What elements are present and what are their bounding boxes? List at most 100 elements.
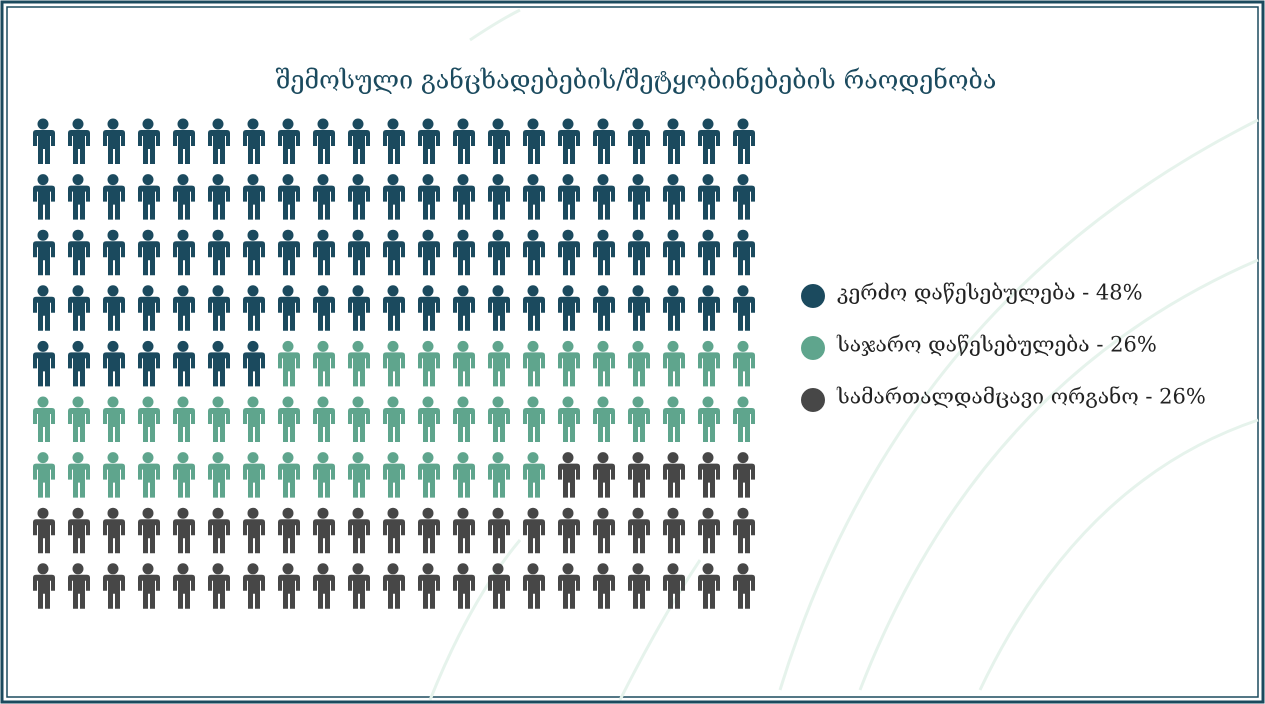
icon-head [142, 563, 154, 575]
icon-head [737, 118, 749, 130]
icon-body [488, 519, 510, 554]
person-icon [663, 396, 685, 442]
icon-head [107, 452, 119, 464]
icon-body [418, 241, 440, 276]
icon-head [527, 452, 539, 464]
icon-body [103, 296, 125, 331]
person-icon [173, 452, 195, 498]
icon-head [37, 285, 49, 297]
person-icon [33, 563, 55, 609]
icon-body [138, 185, 160, 220]
person-icon [243, 229, 265, 276]
icon-body [243, 463, 265, 498]
icon-head [702, 507, 714, 519]
person-icon [488, 118, 510, 164]
person-icon [313, 174, 335, 220]
person-icon [103, 340, 125, 387]
icon-body [523, 519, 545, 554]
icon-head [422, 174, 434, 186]
icon-head [212, 229, 224, 241]
person-icon [523, 452, 545, 498]
icon-head [247, 452, 259, 464]
icon-body [523, 296, 545, 331]
icon-body [348, 519, 370, 554]
person-icon [243, 563, 265, 609]
icon-head [562, 118, 574, 130]
icon-head [352, 285, 364, 297]
icon-body [558, 130, 580, 164]
icon-head [702, 229, 714, 241]
person-icon [33, 285, 55, 331]
icon-head [317, 285, 329, 297]
icon-body [628, 241, 650, 276]
person-icon [593, 174, 615, 220]
icon-body [208, 463, 230, 498]
person-icon [453, 229, 475, 276]
icon-head [702, 285, 714, 297]
icon-head [72, 452, 84, 464]
person-icon [103, 452, 125, 498]
person-icon [593, 229, 615, 276]
person-icon [453, 174, 475, 220]
person-icon [523, 174, 545, 220]
person-icon [453, 452, 475, 498]
icon-head [422, 229, 434, 241]
person-icon [418, 563, 440, 609]
icon-head [212, 174, 224, 186]
icon-body [488, 185, 510, 220]
pictogram-grid [33, 118, 755, 609]
icon-head [177, 229, 189, 241]
icon-body [243, 296, 265, 331]
icon-body [348, 352, 370, 387]
icon-head [737, 229, 749, 241]
icon-head [492, 118, 504, 130]
icon-head [632, 174, 644, 186]
person-icon [348, 118, 370, 164]
icon-head [387, 507, 399, 519]
icon-body [243, 574, 265, 609]
icon-body [663, 130, 685, 164]
person-icon [698, 174, 720, 220]
icon-body [418, 352, 440, 387]
icon-head [492, 507, 504, 519]
person-icon [558, 285, 580, 331]
person-icon [313, 229, 335, 276]
icon-body [383, 241, 405, 276]
person-icon [733, 285, 755, 331]
person-icon [138, 174, 160, 220]
icon-body [348, 296, 370, 331]
icon-head [107, 285, 119, 297]
person-icon [313, 285, 335, 331]
icon-body [103, 130, 125, 164]
person-icon [208, 174, 230, 220]
icon-body [278, 130, 300, 164]
legend: კერძო დაწესებულება - 48% საჯარო დაწესებულ… [801, 281, 1206, 412]
person-icon [383, 563, 405, 609]
icon-body [383, 408, 405, 442]
icon-head [247, 285, 259, 297]
person-icon [523, 285, 545, 331]
icon-head [737, 396, 749, 408]
person-icon [628, 174, 650, 220]
icon-body [348, 574, 370, 609]
person-icon [383, 452, 405, 498]
icon-body [313, 241, 335, 276]
icon-head [632, 340, 644, 352]
icon-head [667, 340, 679, 352]
icon-head [527, 507, 539, 519]
person-icon [698, 340, 720, 387]
person-icon [593, 563, 615, 609]
icon-head [492, 396, 504, 408]
icon-body [733, 463, 755, 498]
person-icon [663, 229, 685, 276]
icon-body [663, 574, 685, 609]
legend-swatch [801, 336, 825, 360]
icon-head [317, 396, 329, 408]
person-icon [628, 285, 650, 331]
icon-body [103, 463, 125, 498]
icon-head [387, 285, 399, 297]
icon-body [313, 296, 335, 331]
person-icon [68, 118, 90, 164]
person-icon [33, 174, 55, 220]
person-icon [698, 452, 720, 498]
